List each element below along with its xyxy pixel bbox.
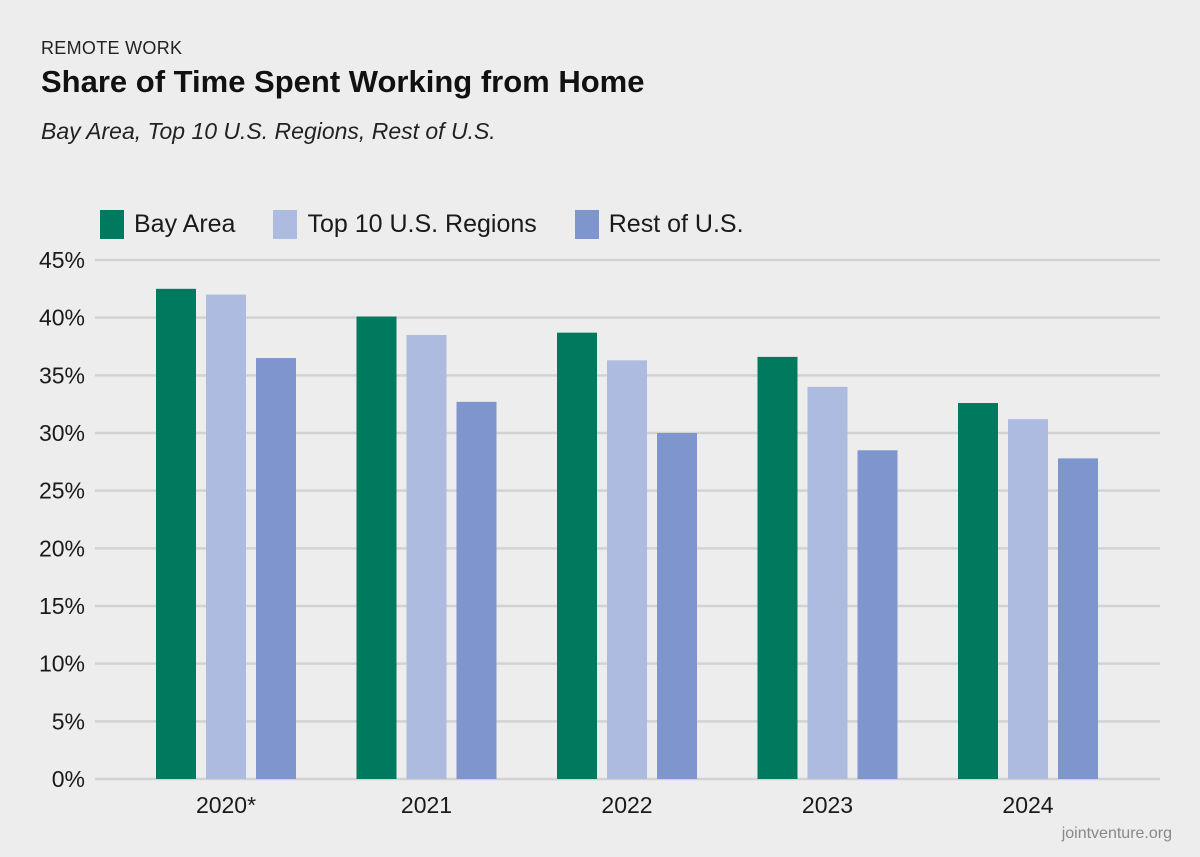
- x-tick-label: 2023: [802, 792, 853, 818]
- bar-rest-of-u-s-2022: [657, 433, 697, 779]
- bar-top-10-u-s-regions-2023: [807, 386, 848, 779]
- y-tick-label: 30%: [39, 420, 85, 446]
- bar-bay-area-2024: [958, 403, 998, 779]
- y-tick-label: 15%: [39, 593, 85, 619]
- y-tick-label: 5%: [52, 708, 85, 734]
- legend-item-rest-of-us: Rest of U.S.: [574, 210, 744, 239]
- chart-subtitle: Bay Area, Top 10 U.S. Regions, Rest of U…: [41, 118, 496, 144]
- legend-label-rest-of-us: Rest of U.S.: [608, 210, 744, 238]
- bar-top-10-u-s-regions-2020: [206, 294, 246, 779]
- bar-top-10-u-s-regions-2024: [1008, 419, 1048, 779]
- legend-swatch-bay-area: [100, 210, 124, 239]
- y-tick-label: 0%: [52, 766, 85, 792]
- y-tick-label: 20%: [39, 535, 85, 561]
- bar-rest-of-u-s-2021: [456, 401, 497, 779]
- bar-bay-area-2020: [156, 288, 196, 779]
- chart-legend: Bay Area Top 10 U.S. Regions Rest of U.S…: [100, 210, 782, 239]
- source-credit: jointventure.org: [1061, 825, 1172, 842]
- legend-label-top-10-regions: Top 10 U.S. Regions: [307, 210, 537, 238]
- bar-bay-area-2023: [757, 356, 798, 779]
- legend-swatch-top-10-regions: [273, 210, 298, 239]
- bar-bay-area-2021: [356, 316, 397, 779]
- y-tick-label: 25%: [39, 478, 85, 504]
- y-tick-label: 40%: [39, 305, 85, 331]
- legend-swatch-rest-of-us: [574, 210, 599, 239]
- x-tick-label: 2020*: [196, 792, 256, 818]
- x-tick-label: 2024: [1002, 792, 1053, 818]
- bar-top-10-u-s-regions-2022: [607, 360, 647, 779]
- x-axis-ticks: 2020* 2021 2022 2023 2024: [196, 792, 1054, 818]
- x-tick-label: 2021: [401, 792, 452, 818]
- chart-kicker: REMOTE WORK: [41, 38, 183, 58]
- bar-rest-of-u-s-2023: [857, 450, 898, 779]
- x-tick-label: 2022: [601, 792, 652, 818]
- bar-rest-of-u-s-2020: [256, 358, 296, 779]
- legend-item-top-10-regions: Top 10 U.S. Regions: [273, 210, 537, 239]
- y-axis-ticks: 0% 5% 10% 15% 20% 25% 30% 35% 40% 45%: [39, 247, 85, 792]
- chart-title: Share of Time Spent Working from Home: [41, 64, 645, 99]
- bars: [156, 288, 1098, 779]
- y-tick-label: 45%: [39, 247, 85, 273]
- legend-label-bay-area: Bay Area: [134, 210, 236, 238]
- y-tick-label: 35%: [39, 362, 85, 388]
- bar-bay-area-2022: [557, 332, 597, 779]
- legend-item-bay-area: Bay Area: [100, 210, 235, 239]
- y-tick-label: 10%: [39, 651, 85, 677]
- bar-top-10-u-s-regions-2021: [406, 334, 447, 779]
- bar-rest-of-u-s-2024: [1058, 458, 1098, 779]
